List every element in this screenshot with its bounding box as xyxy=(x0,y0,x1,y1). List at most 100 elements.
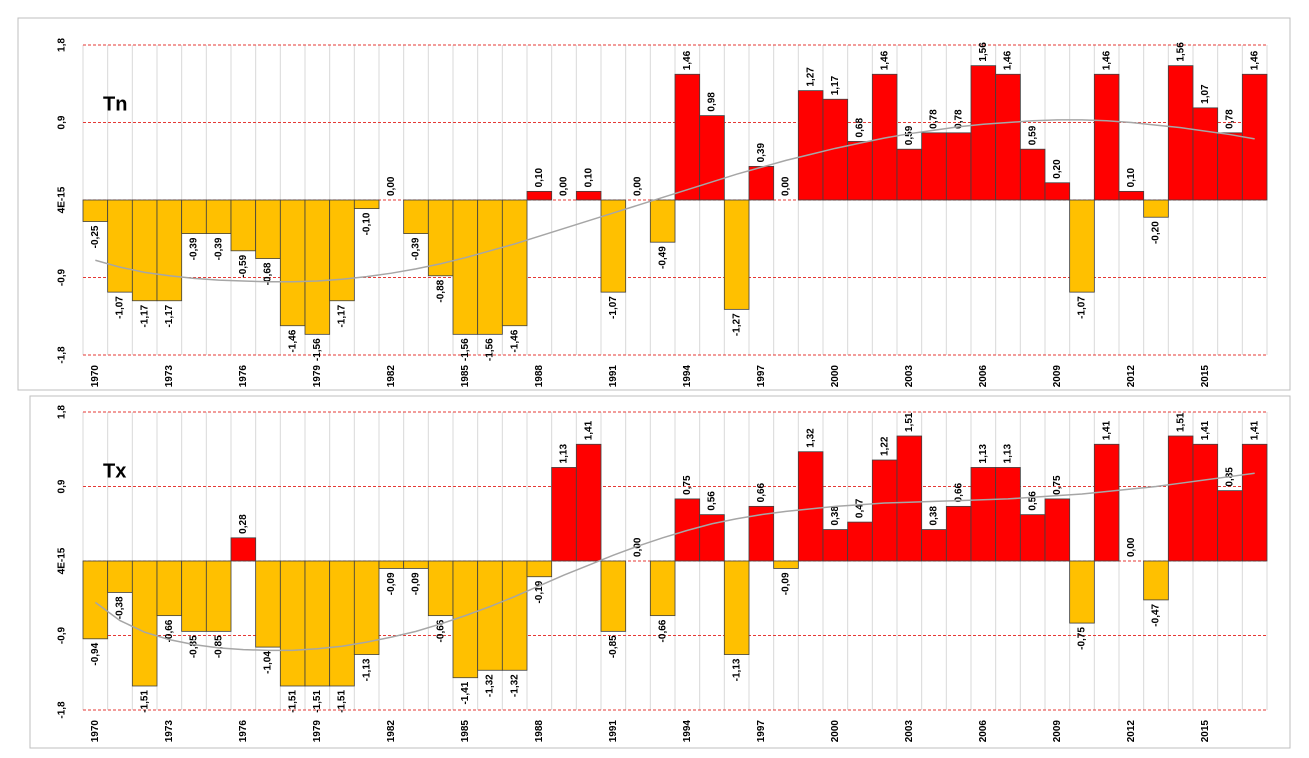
bar xyxy=(279,199,306,327)
value-label: 0,56 xyxy=(1027,491,1038,511)
value-label: 1,41 xyxy=(1200,420,1211,440)
value-label: 1,51 xyxy=(1175,412,1186,432)
bar xyxy=(871,459,898,562)
value-label: 1,51 xyxy=(904,412,915,432)
value-label: 0,75 xyxy=(682,475,693,495)
value-label: 0,66 xyxy=(756,482,767,502)
value-label: 0,10 xyxy=(1126,167,1137,187)
value-label: 0,00 xyxy=(781,176,792,196)
bar xyxy=(723,199,750,310)
y-tick-label: 0,9 xyxy=(57,479,68,493)
bar xyxy=(551,467,577,562)
value-label: -1,51 xyxy=(312,690,323,713)
value-label: -0,20 xyxy=(1151,221,1162,244)
value-label: -1,17 xyxy=(337,304,348,327)
value-label: -0,68 xyxy=(263,262,274,285)
bar xyxy=(279,560,306,687)
bar xyxy=(304,199,331,335)
value-label: 0,78 xyxy=(929,109,940,129)
bar xyxy=(477,199,503,335)
bar xyxy=(107,560,133,593)
bar xyxy=(329,560,355,687)
value-label: 1,46 xyxy=(879,50,890,70)
x-tick-label: 1979 xyxy=(312,720,323,743)
value-label: -1,51 xyxy=(287,690,298,713)
bar xyxy=(600,560,627,632)
x-tick-label: 1970 xyxy=(90,365,101,388)
value-label: 1,13 xyxy=(559,444,570,464)
x-tick-label: 1988 xyxy=(534,720,545,743)
value-label: -1,04 xyxy=(263,651,274,674)
value-label: 0,47 xyxy=(855,498,866,518)
x-tick-label: 2000 xyxy=(830,720,841,743)
value-label: 0,00 xyxy=(633,537,644,557)
bar xyxy=(699,115,725,201)
value-label: 1,46 xyxy=(1249,50,1260,70)
bar xyxy=(1192,107,1219,201)
chart-title: Tn xyxy=(103,93,127,115)
value-label: -1,56 xyxy=(485,338,496,361)
bar xyxy=(773,560,799,569)
bar xyxy=(353,199,380,210)
value-label: 0,75 xyxy=(1052,475,1063,495)
bar xyxy=(230,199,257,252)
value-label: -1,13 xyxy=(731,658,742,681)
bar xyxy=(82,199,109,222)
bar xyxy=(847,521,873,562)
x-tick-label: 1991 xyxy=(608,365,619,388)
y-tick-label: 0,9 xyxy=(57,115,68,129)
bar xyxy=(107,199,133,293)
y-tick-label: 1,8 xyxy=(57,38,68,52)
bar xyxy=(230,537,257,562)
bar xyxy=(822,98,849,201)
trend-line xyxy=(94,472,1255,652)
bar xyxy=(1143,199,1169,218)
value-label: 1,13 xyxy=(978,444,989,464)
value-label: 1,46 xyxy=(1101,50,1112,70)
x-tick-label: 1973 xyxy=(164,720,175,743)
bar xyxy=(1118,190,1145,201)
value-label: 1,56 xyxy=(978,42,989,62)
value-label: 1,32 xyxy=(805,428,816,448)
bar xyxy=(501,199,528,327)
value-label: 0,78 xyxy=(953,109,964,129)
value-label: -0,09 xyxy=(781,572,792,595)
bar xyxy=(970,467,997,562)
bar xyxy=(255,199,281,259)
value-label: -0,39 xyxy=(411,237,422,260)
value-label: 1,41 xyxy=(1101,420,1112,440)
bar xyxy=(181,560,207,632)
bar xyxy=(205,199,232,234)
value-label: -0,49 xyxy=(657,246,668,269)
value-label: 1,13 xyxy=(1003,444,1014,464)
bar xyxy=(477,560,503,671)
x-tick-label: 1985 xyxy=(460,365,471,388)
bar xyxy=(526,190,553,201)
bar xyxy=(797,90,824,201)
bar xyxy=(304,560,331,687)
bar xyxy=(452,199,479,335)
bar xyxy=(995,467,1021,562)
bar xyxy=(156,560,183,617)
y-tick-label: -1,8 xyxy=(57,346,68,364)
panel-frame xyxy=(29,395,1291,749)
value-label: -0,39 xyxy=(189,237,200,260)
value-label: -0,25 xyxy=(90,225,101,248)
value-label: 0,10 xyxy=(534,167,545,187)
x-tick-label: 2012 xyxy=(1126,365,1137,388)
x-tick-label: 1997 xyxy=(756,365,767,388)
value-label: 1,46 xyxy=(682,50,693,70)
value-label: 1,07 xyxy=(1200,84,1211,104)
bar xyxy=(427,560,454,617)
value-label: -0,39 xyxy=(213,237,224,260)
value-label: 0,38 xyxy=(830,506,841,526)
value-label: 1,22 xyxy=(879,436,890,456)
value-label: -0,66 xyxy=(657,619,668,642)
value-label: 1,46 xyxy=(1003,50,1014,70)
bar xyxy=(575,443,602,562)
value-label: -0,47 xyxy=(1151,603,1162,626)
x-tick-label: 2015 xyxy=(1200,365,1211,388)
bar xyxy=(649,199,676,243)
bar xyxy=(600,199,627,293)
x-tick-label: 1991 xyxy=(608,720,619,743)
